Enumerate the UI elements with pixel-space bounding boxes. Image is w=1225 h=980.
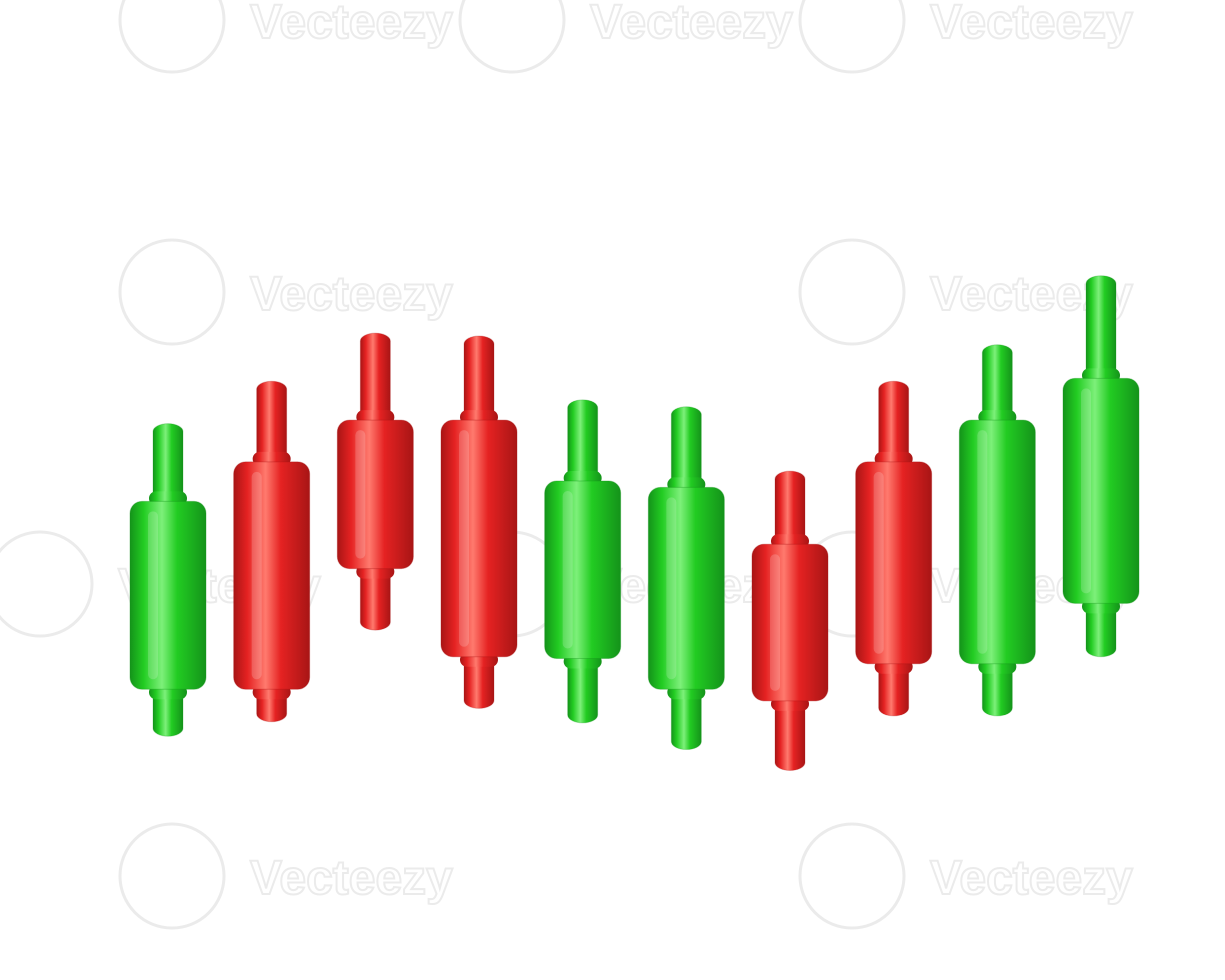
candle-highlight (251, 471, 262, 680)
watermark-text: Vecteezy (250, 0, 453, 49)
watermark-text: Vecteezy (250, 268, 453, 321)
candle-highlight (770, 554, 780, 691)
candle-body (440, 419, 518, 658)
watermark: Vecteezy (798, 238, 1134, 346)
candle-body (544, 480, 622, 659)
candle-highlight (1081, 388, 1091, 594)
vecteezy-logo-icon (798, 238, 906, 346)
candle-body (1062, 377, 1140, 604)
candle-body (958, 419, 1036, 665)
candle-highlight (355, 430, 366, 559)
candle-highlight (562, 491, 573, 649)
watermark: Vecteezy (458, 0, 794, 74)
vecteezy-logo-icon (798, 822, 906, 930)
watermark-text: Vecteezy (930, 852, 1133, 905)
watermark: Vecteezy (118, 238, 454, 346)
candle-1-bullish (129, 423, 207, 737)
vecteezy-logo-icon (458, 0, 566, 74)
watermark-text: Vecteezy (590, 0, 793, 49)
candle-highlight (666, 497, 677, 680)
candles-layer (129, 275, 1140, 771)
candle-body (647, 486, 725, 690)
vecteezy-logo-icon (118, 822, 226, 930)
candle-10-bullish (1062, 275, 1140, 658)
watermark: Vecteezy (118, 822, 454, 930)
candle-body (751, 543, 829, 702)
candle-body (129, 500, 207, 690)
candle-5-bullish (544, 399, 622, 724)
vecteezy-logo-icon (798, 0, 906, 74)
candle-8-bearish (855, 380, 933, 717)
candle-body (855, 461, 933, 665)
candle-3-bearish (336, 332, 414, 631)
candle-highlight (148, 511, 158, 680)
watermark-text: Vecteezy (930, 0, 1133, 49)
candle-2-bearish (233, 380, 311, 723)
vecteezy-logo-icon (118, 238, 226, 346)
candle-body (233, 461, 311, 690)
candle-highlight (873, 471, 884, 654)
vecteezy-logo-icon (0, 530, 94, 638)
candle-9-bullish (958, 344, 1036, 717)
candle-7-bearish (751, 470, 829, 771)
candle-6-bullish (647, 406, 725, 751)
vecteezy-logo-icon (118, 0, 226, 74)
candle-body (336, 419, 414, 570)
watermark: Vecteezy (798, 822, 1134, 930)
watermark-text: Vecteezy (250, 852, 453, 905)
candle-highlight (977, 430, 988, 654)
watermark: Vecteezy (798, 0, 1134, 74)
candle-4-bearish (440, 335, 518, 709)
watermark: Vecteezy (118, 0, 454, 74)
candle-highlight (459, 430, 469, 647)
